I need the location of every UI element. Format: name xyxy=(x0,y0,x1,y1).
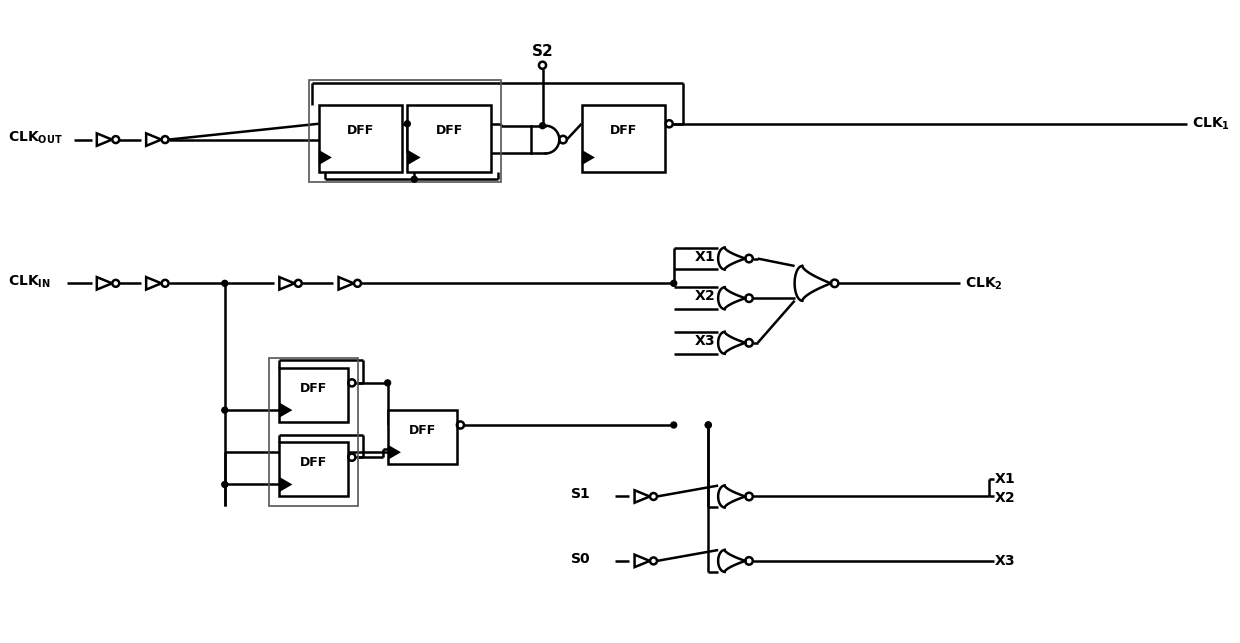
Polygon shape xyxy=(389,447,398,458)
Circle shape xyxy=(384,380,391,386)
Circle shape xyxy=(539,123,546,129)
Circle shape xyxy=(412,176,417,182)
Text: DFF: DFF xyxy=(347,124,374,137)
Text: DFF: DFF xyxy=(408,424,435,437)
Polygon shape xyxy=(320,152,330,163)
Bar xyxy=(279,368,348,422)
Circle shape xyxy=(222,280,228,286)
Circle shape xyxy=(671,422,677,428)
Bar xyxy=(407,105,491,172)
Bar xyxy=(269,358,358,507)
Text: $\mathbf{X1}$: $\mathbf{X1}$ xyxy=(693,249,715,264)
Polygon shape xyxy=(409,152,418,163)
Text: DFF: DFF xyxy=(300,456,327,469)
Text: DFF: DFF xyxy=(435,124,463,137)
Text: $\mathbf{X2}$: $\mathbf{X2}$ xyxy=(694,289,715,303)
Circle shape xyxy=(222,407,228,413)
Text: DFF: DFF xyxy=(300,382,327,395)
Text: $\mathbf{S2}$: $\mathbf{S2}$ xyxy=(531,43,554,59)
Text: $\mathbf{CLK}_{\mathbf{IN}}$: $\mathbf{CLK}_{\mathbf{IN}}$ xyxy=(7,273,51,289)
Bar xyxy=(388,410,456,464)
Circle shape xyxy=(404,121,410,127)
Circle shape xyxy=(671,280,677,286)
Text: $\mathbf{S0}$: $\mathbf{S0}$ xyxy=(570,552,591,566)
Text: $\mathbf{S1}$: $\mathbf{S1}$ xyxy=(570,487,591,502)
Bar xyxy=(319,105,403,172)
Text: $\mathbf{X3}$: $\mathbf{X3}$ xyxy=(994,554,1016,568)
Circle shape xyxy=(222,482,228,487)
Text: DFF: DFF xyxy=(610,124,637,137)
Circle shape xyxy=(706,422,712,428)
Text: $\mathbf{X3}$: $\mathbf{X3}$ xyxy=(694,334,715,348)
Bar xyxy=(279,442,348,496)
Text: $\mathbf{CLK_2}$: $\mathbf{CLK_2}$ xyxy=(965,275,1003,291)
Polygon shape xyxy=(280,404,290,415)
Text: $\mathbf{X1}$: $\mathbf{X1}$ xyxy=(994,471,1016,485)
Polygon shape xyxy=(280,479,290,490)
Text: $\mathbf{X2}$: $\mathbf{X2}$ xyxy=(994,491,1016,505)
Text: $\mathbf{CLK}_{\mathbf{OUT}}$: $\mathbf{CLK}_{\mathbf{OUT}}$ xyxy=(7,129,62,146)
Bar xyxy=(582,105,666,172)
Bar xyxy=(309,80,501,182)
Text: $\mathbf{CLK_1}$: $\mathbf{CLK_1}$ xyxy=(1192,116,1230,132)
Circle shape xyxy=(706,422,712,428)
Polygon shape xyxy=(583,152,593,163)
